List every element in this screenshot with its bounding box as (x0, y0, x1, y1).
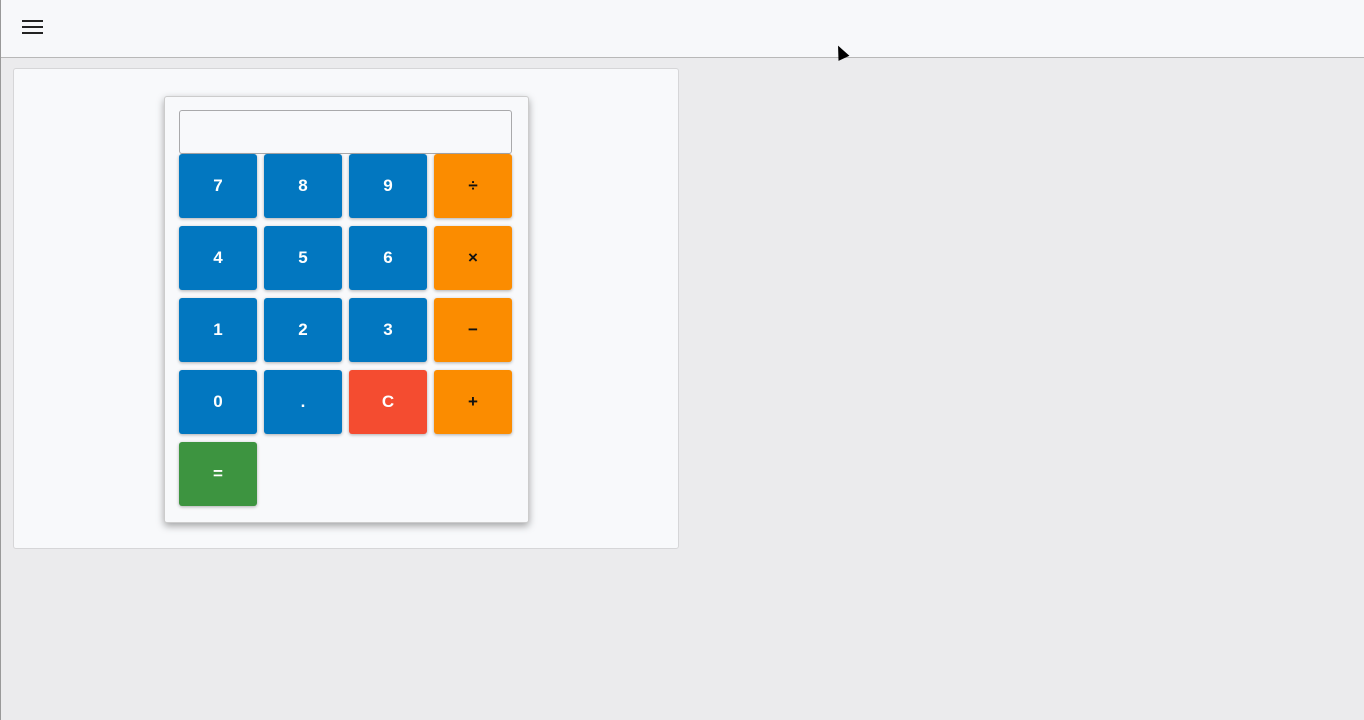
top-bar (1, 0, 1364, 58)
key-2-button[interactable]: 2 (264, 298, 342, 362)
calculator-display[interactable] (179, 110, 512, 154)
key-8-button[interactable]: 8 (264, 154, 342, 218)
key-6-button[interactable]: 6 (349, 226, 427, 290)
key-0-button[interactable]: 0 (179, 370, 257, 434)
key-4-button[interactable]: 4 (179, 226, 257, 290)
hamburger-menu-icon[interactable] (21, 18, 45, 38)
key-equals-button[interactable]: = (179, 442, 257, 506)
key-3-button[interactable]: 3 (349, 298, 427, 362)
key-9-button[interactable]: 9 (349, 154, 427, 218)
key-clear-button[interactable]: C (349, 370, 427, 434)
key-subtract-button[interactable]: − (434, 298, 512, 362)
key-1-button[interactable]: 1 (179, 298, 257, 362)
key-decimal-button[interactable]: . (264, 370, 342, 434)
key-7-button[interactable]: 7 (179, 154, 257, 218)
key-add-button[interactable]: + (434, 370, 512, 434)
key-divide-button[interactable]: ÷ (434, 154, 512, 218)
key-5-button[interactable]: 5 (264, 226, 342, 290)
key-multiply-button[interactable]: × (434, 226, 512, 290)
